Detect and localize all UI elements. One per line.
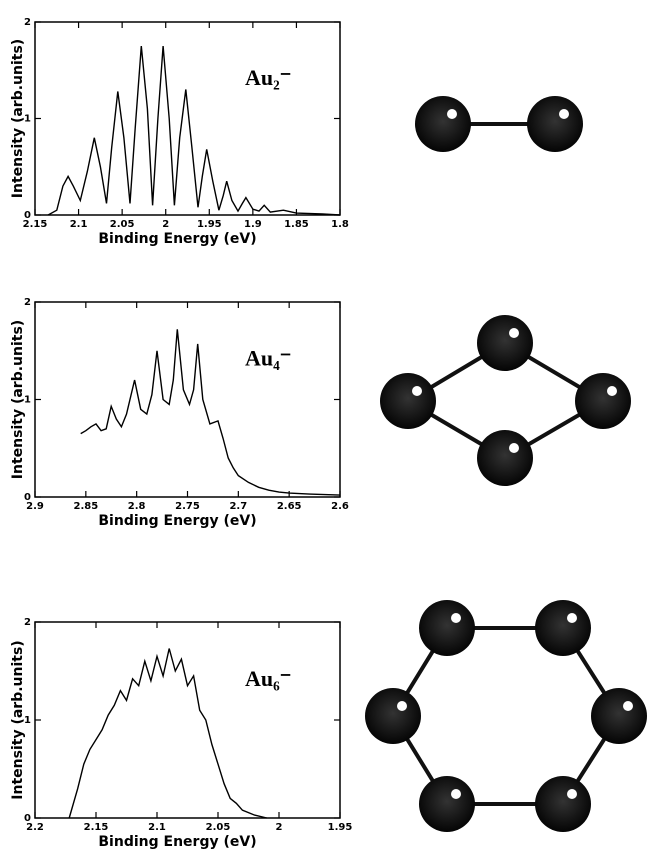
x-tick-label: 1.85 bbox=[284, 219, 309, 230]
x-axis-label: Binding Energy (eV) bbox=[98, 834, 256, 850]
y-tick-label: 0 bbox=[24, 813, 31, 824]
x-tick-label: 2.75 bbox=[175, 501, 200, 512]
x-tick-label: 2.15 bbox=[84, 822, 109, 833]
x-tick-label: 1.9 bbox=[244, 219, 262, 230]
au2-structure bbox=[415, 96, 583, 152]
x-tick-label: 2.2 bbox=[26, 822, 44, 833]
cluster-label: Au₄⁻ bbox=[245, 346, 291, 371]
y-tick-label: 1 bbox=[24, 715, 31, 726]
y-axis-label: Intensity (arb.units) bbox=[10, 640, 26, 799]
au6-structure bbox=[365, 600, 647, 832]
x-tick-label: 1.95 bbox=[197, 219, 222, 230]
y-axis-label: Intensity (arb.units) bbox=[10, 320, 26, 479]
x-tick-label: 2.7 bbox=[229, 501, 247, 512]
y-axis-label: Intensity (arb.units) bbox=[10, 39, 26, 198]
x-tick-label: 2.05 bbox=[206, 822, 231, 833]
y-tick-label: 0 bbox=[24, 492, 31, 503]
y-tick-label: 2 bbox=[24, 617, 31, 628]
x-tick-label: 2.1 bbox=[148, 822, 166, 833]
x-tick-label: 1.8 bbox=[331, 219, 349, 230]
x-tick-label: 2.8 bbox=[128, 501, 146, 512]
cluster-label: Au₂⁻ bbox=[245, 65, 291, 90]
spectrum-line bbox=[68, 648, 267, 819]
y-tick-label: 1 bbox=[24, 114, 31, 125]
y-tick-label: 0 bbox=[24, 210, 31, 221]
x-tick-label: 2 bbox=[276, 822, 283, 833]
x-tick-label: 2.1 bbox=[70, 219, 88, 230]
spectrum-line bbox=[80, 329, 341, 496]
x-tick-label: 2.15 bbox=[23, 219, 48, 230]
y-tick-label: 1 bbox=[24, 395, 31, 406]
cluster-label: Au₆⁻ bbox=[245, 666, 291, 691]
x-axis-label: Binding Energy (eV) bbox=[98, 513, 256, 529]
x-axis-label: Binding Energy (eV) bbox=[98, 231, 256, 247]
x-tick-label: 2.85 bbox=[73, 501, 98, 512]
x-tick-label: 2.05 bbox=[110, 219, 135, 230]
x-tick-label: 1.95 bbox=[328, 822, 353, 833]
x-tick-label: 2.6 bbox=[331, 501, 349, 512]
plot-frame bbox=[34, 621, 341, 819]
x-tick-label: 2.65 bbox=[277, 501, 302, 512]
x-tick-label: 2 bbox=[162, 219, 169, 230]
y-tick-label: 2 bbox=[24, 17, 31, 28]
plot-frame bbox=[34, 21, 341, 216]
y-tick-label: 2 bbox=[24, 297, 31, 308]
spectrum-line bbox=[47, 46, 341, 216]
au4-structure bbox=[380, 315, 631, 486]
x-tick-label: 2.9 bbox=[26, 501, 44, 512]
